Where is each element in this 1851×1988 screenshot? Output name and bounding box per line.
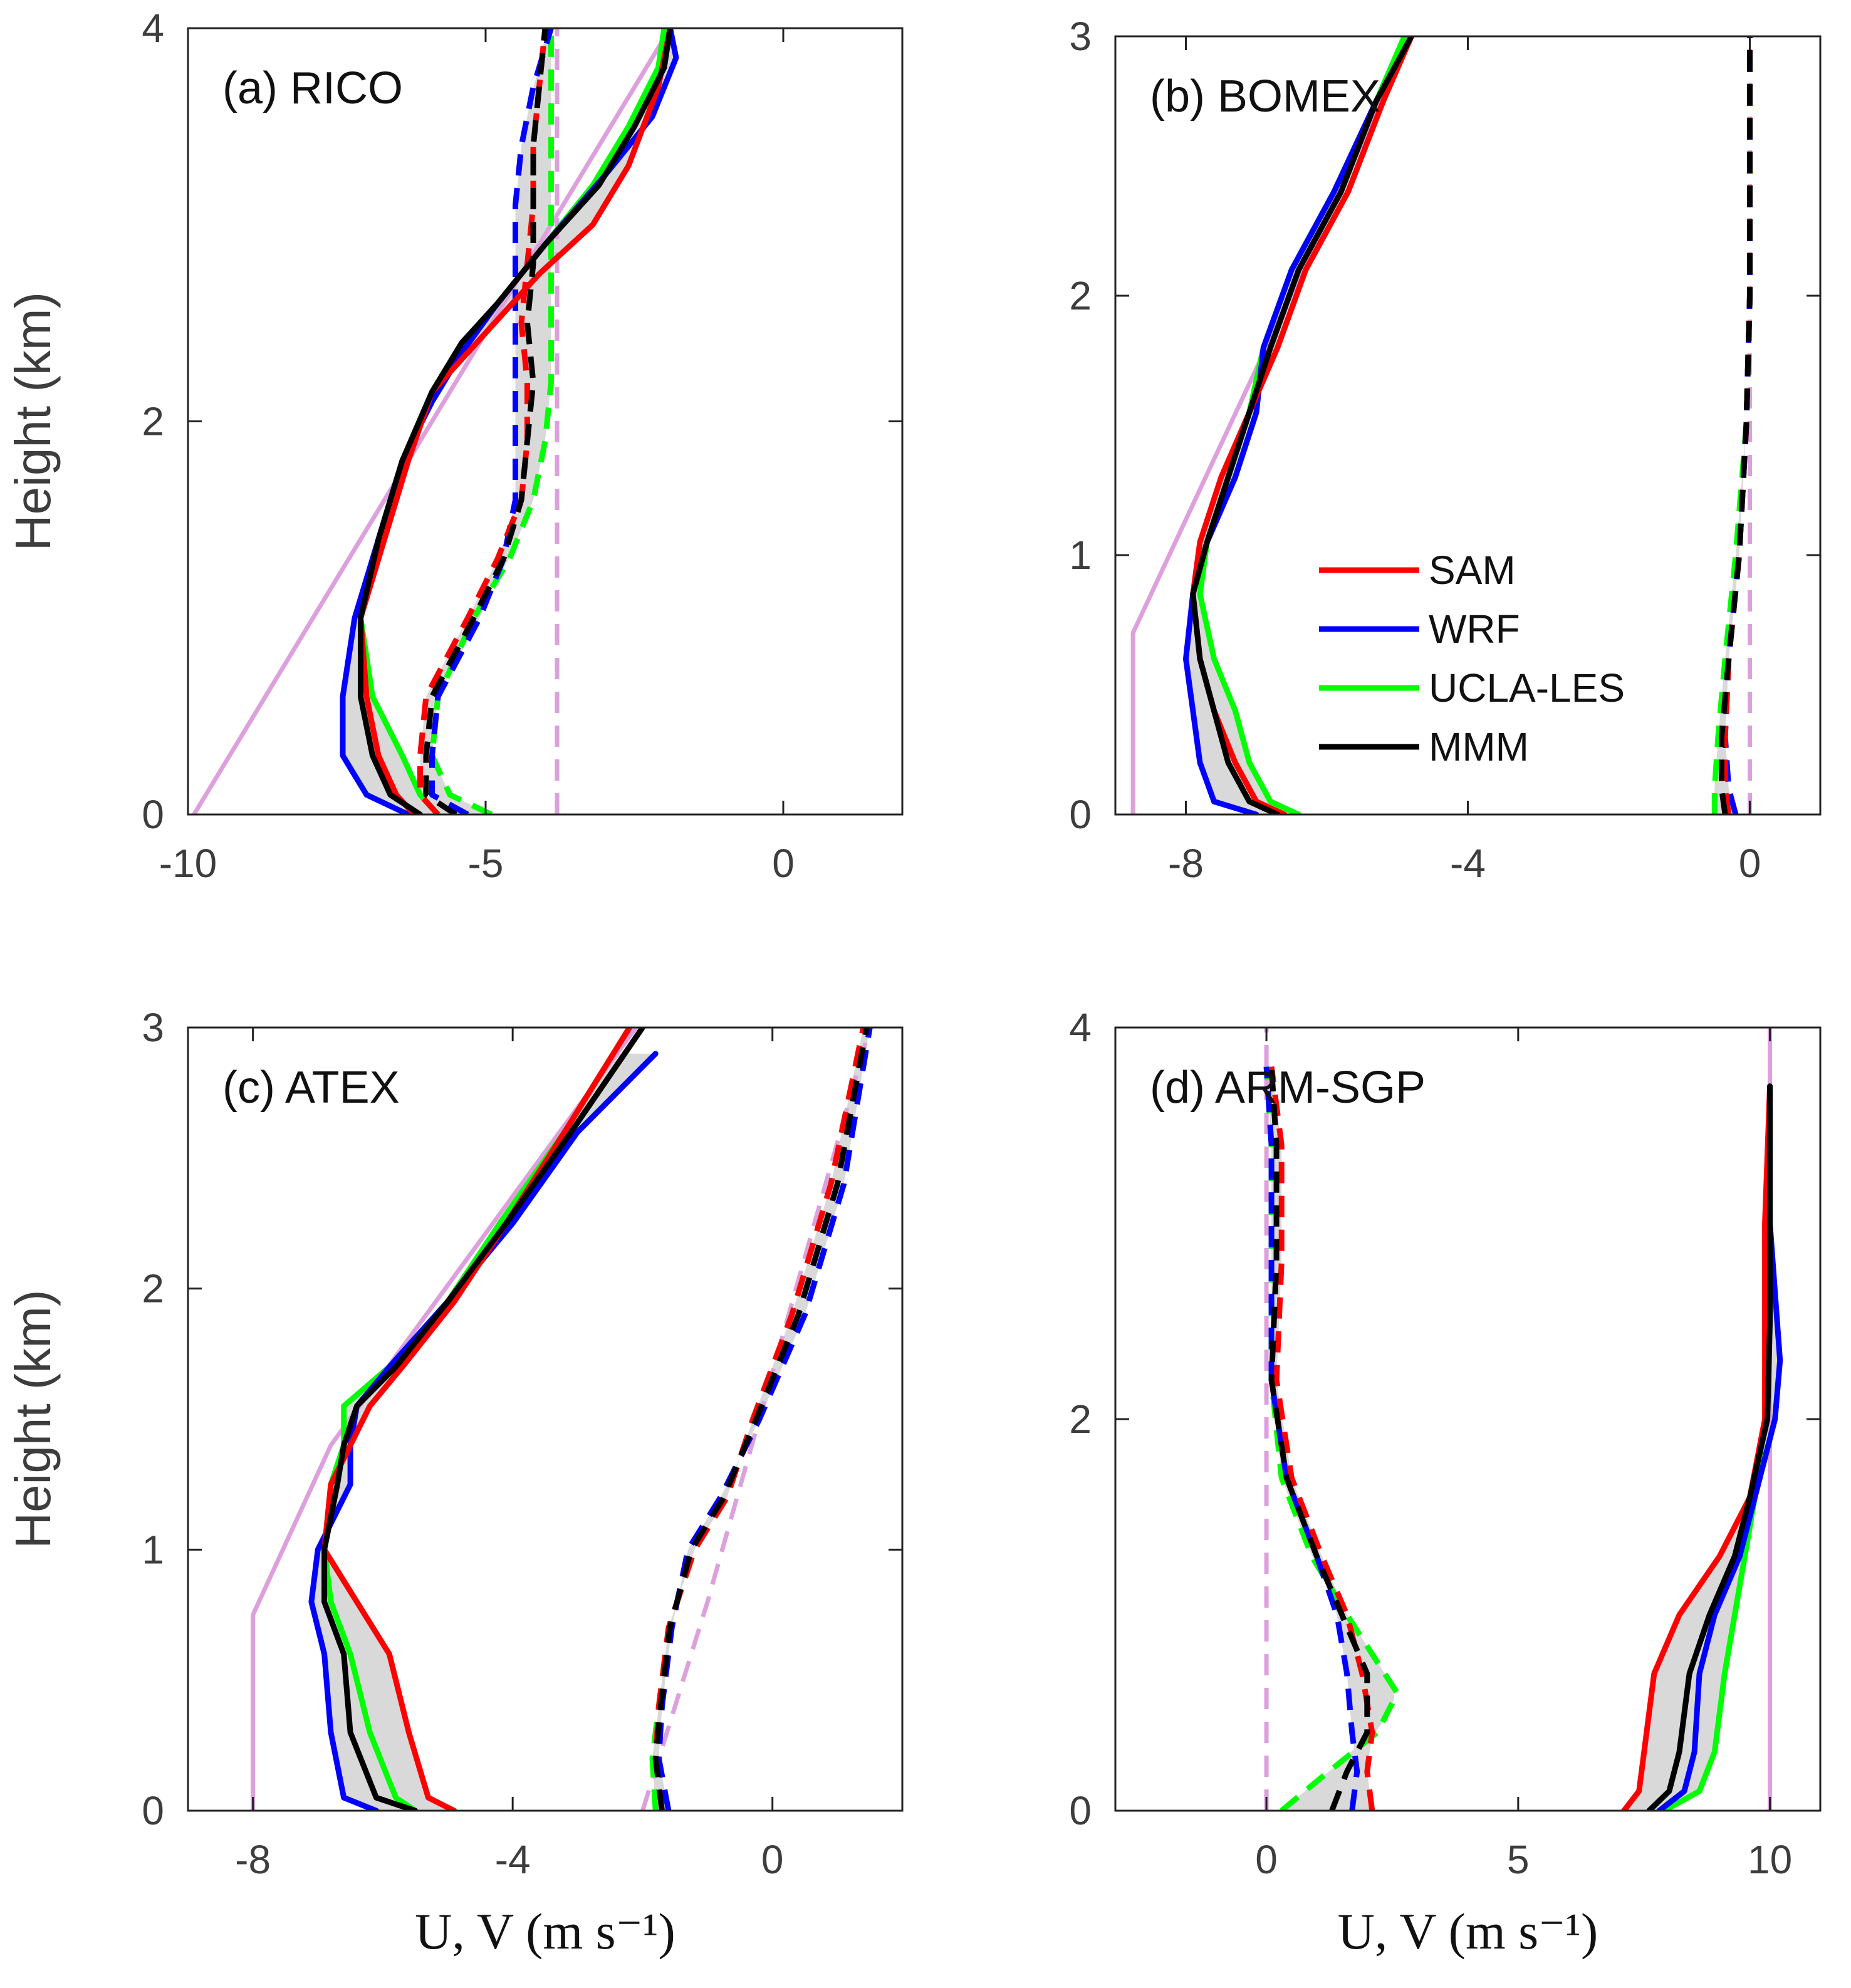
x-tick-label: -5: [468, 841, 504, 886]
y-tick-label: 3: [142, 1005, 164, 1050]
spread-u: [1624, 1086, 1780, 1811]
panel-b-bomex: -8 -4 0 0 1 2 3 (b) BOMEX: [1069, 14, 1822, 886]
x-axis-label: U, V (m s⁻¹): [415, 1903, 675, 1960]
y-tick-label: 2: [142, 1266, 164, 1311]
spread-v: [652, 1028, 870, 1811]
spread-v: [420, 28, 551, 814]
series-mmm-v: [652, 1028, 870, 1811]
y-tick-label: 2: [142, 399, 164, 444]
y-tick-label: 1: [142, 1527, 164, 1572]
y-tick-label: 3: [1069, 14, 1092, 59]
legend-label-mmm: MMM: [1429, 724, 1529, 769]
x-tick-label: 0: [772, 841, 795, 886]
y-axis-label: Height (km): [5, 1289, 61, 1548]
series-sam-u: [1190, 36, 1414, 814]
legend-label-sam: SAM: [1429, 548, 1516, 593]
series-mmm-u: [321, 1028, 645, 1811]
y-tick-label: 0: [1069, 792, 1092, 837]
x-tick-label: 0: [761, 1837, 784, 1882]
y-tick-label: 1: [1069, 533, 1092, 578]
panel-label: (a) RICO: [222, 63, 403, 113]
x-tick-label: -8: [235, 1837, 271, 1882]
y-tick-label: 4: [142, 6, 164, 51]
legend-label-wrf: WRF: [1429, 606, 1520, 652]
series-forcing-u: [192, 28, 672, 814]
series-wrf-u: [308, 1051, 659, 1811]
y-tick-label: 2: [1069, 273, 1092, 318]
series-mmm-u: [1190, 36, 1414, 814]
x-axis-label: U, V (m s⁻¹): [1338, 1903, 1598, 1960]
series-mmm-v: [1268, 1066, 1370, 1811]
x-tick-label: 10: [1748, 1837, 1792, 1882]
series-forcing-u: [251, 1028, 639, 1811]
series-ucla-les-v: [429, 28, 554, 814]
spread-u: [1186, 36, 1412, 814]
plot-area: [251, 1028, 873, 1811]
x-tick-label: -4: [1450, 841, 1486, 886]
series-ucla-les-u: [358, 28, 667, 814]
series-forcing-u: [1130, 36, 1414, 814]
x-tick-label: -10: [159, 841, 217, 886]
series-forcing-v: [640, 1028, 872, 1811]
panel-label: (d) ARM-SGP: [1150, 1063, 1426, 1113]
legend: SAM WRF UCLA-LES MMM: [1319, 548, 1625, 769]
series-mmm-v: [1719, 36, 1753, 814]
series-wrf-u: [340, 28, 679, 814]
x-tick-label: 0: [1739, 841, 1761, 886]
y-tick-label: 0: [142, 1788, 164, 1833]
plot-area: [192, 28, 679, 814]
series-ucla-les-v: [1711, 36, 1753, 814]
panel-label: (c) ATEX: [222, 1063, 400, 1113]
series-wrf-u: [1656, 1083, 1783, 1811]
series-wrf-v: [429, 28, 554, 814]
spread-u: [312, 1053, 656, 1811]
panel-d-arm-sgp: 0 5 10 0 2 4 (d) ARM-SGP U, V (m s⁻¹): [1069, 1005, 1822, 1960]
series-ucla-les-u: [321, 1028, 633, 1811]
plot-area: [1130, 36, 1753, 814]
y-tick-label: 0: [1069, 1788, 1092, 1833]
y-tick-label: 0: [142, 792, 164, 837]
series-mmm-u: [358, 28, 673, 814]
x-tick-label: -4: [495, 1837, 531, 1882]
x-tick-label: 0: [1255, 1837, 1278, 1882]
series-mmm-v: [423, 28, 548, 814]
legend-label-ucla-les: UCLA-LES: [1429, 665, 1625, 710]
y-tick-label: 2: [1069, 1397, 1092, 1442]
y-axis-label: Height (km): [5, 292, 61, 551]
x-tick-label: 5: [1507, 1837, 1530, 1882]
panel-c-atex: -8 -4 0 0 1 2 3 (c) ATEX Height (km) U, V (m s⁻¹): [5, 1005, 904, 1960]
y-tick-label: 4: [1069, 1005, 1092, 1050]
panel-a-rico: -10 -5 0 0 2 4 (a) RICO Height (km): [5, 6, 904, 886]
panel-label: (b) BOMEX: [1150, 71, 1380, 122]
series-wrf-u: [1183, 36, 1414, 814]
series-mmm-u: [1646, 1083, 1773, 1811]
plot-area: [1263, 1028, 1783, 1811]
axes-box: [187, 1026, 904, 1812]
series-sam-u: [1621, 1083, 1773, 1811]
x-tick-label: -8: [1168, 841, 1204, 886]
